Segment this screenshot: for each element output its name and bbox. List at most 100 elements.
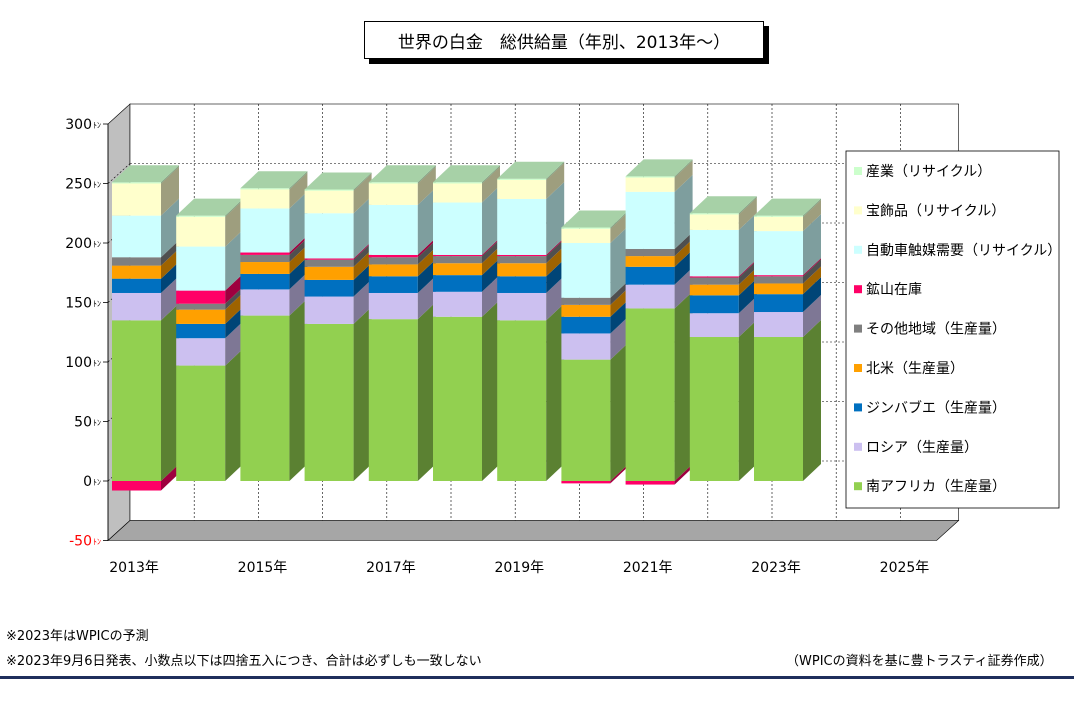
bar-segment-side xyxy=(289,298,308,481)
gridline xyxy=(107,163,131,184)
bar-segment-side xyxy=(803,259,821,284)
y-tick-label: 100 xyxy=(65,355,92,371)
bar-top xyxy=(176,198,244,216)
bar-segment-side xyxy=(674,291,693,481)
bar-segment-front xyxy=(368,276,418,293)
bar-top xyxy=(754,198,821,216)
bar-segment-side xyxy=(738,296,757,338)
bar-segment-front xyxy=(433,316,482,481)
bar-segment-side xyxy=(674,267,693,309)
bar-top xyxy=(625,159,693,177)
bar-segment-side xyxy=(353,279,372,324)
bar-segment-front xyxy=(304,258,354,260)
floor xyxy=(107,520,960,541)
bar-segment-front xyxy=(433,182,482,184)
bar-segment-side xyxy=(482,165,500,184)
bar-segment-front xyxy=(112,265,161,279)
bar-segment-side xyxy=(803,320,821,481)
bar-segment-side xyxy=(225,273,244,304)
bar-segment-side xyxy=(417,165,436,184)
bar-segment-side xyxy=(803,258,821,277)
bar-segment-front xyxy=(176,246,226,291)
bar-segment-side xyxy=(289,237,308,263)
legend-swatch xyxy=(854,442,862,451)
bar-segment-side xyxy=(674,249,693,285)
bar-segment-side xyxy=(482,258,500,292)
y-unit-label: ﾄﾝ xyxy=(93,240,101,249)
bar-segment-side xyxy=(674,174,693,249)
x-tick-label: 2025年 xyxy=(880,560,930,576)
bar-segment-front xyxy=(433,256,482,264)
bar-segment-side xyxy=(289,245,308,274)
bar-segment-side xyxy=(353,241,372,260)
rounding-note: ※2023年9月6日発表、小数点以下は四捨五入につき、合計は必ずしも一致しない xyxy=(6,654,482,669)
bar-segment-front xyxy=(689,313,739,338)
bar-segment-side xyxy=(161,248,179,279)
bar-segment-front xyxy=(240,189,290,209)
legend-swatch xyxy=(854,206,862,215)
bar-segment-side xyxy=(738,278,757,314)
x-tick-label: 2013年 xyxy=(109,560,159,576)
bar-segment-front xyxy=(112,257,161,266)
bar-segment-side xyxy=(161,275,179,321)
bar-segment-front xyxy=(240,208,290,253)
bar-segment-front xyxy=(754,216,803,232)
bar-segment-front xyxy=(754,276,803,284)
legend-label: ジンバブエ（生産量） xyxy=(866,399,1006,416)
legend-swatch xyxy=(854,245,862,254)
bar-segment-side xyxy=(610,226,629,298)
bar-segment-side xyxy=(803,199,821,232)
bar-segment-side xyxy=(417,247,436,277)
bar-segment-side xyxy=(546,181,565,255)
bar-segment-side xyxy=(674,464,693,485)
bar-segment-side xyxy=(161,240,179,266)
bar-top xyxy=(433,165,500,183)
bar-segment-side xyxy=(482,237,500,257)
bar-segment-front xyxy=(689,229,739,277)
legend-label: ロシア（生産量） xyxy=(866,440,978,456)
bar-segment-front xyxy=(112,481,161,491)
bar-top xyxy=(304,172,372,190)
x-tick-label: 2023年 xyxy=(751,560,801,576)
bar-segment-front xyxy=(497,276,547,293)
bar-segment-side xyxy=(482,299,500,481)
bar-segment-front xyxy=(240,188,290,190)
y-unit-label: ﾄﾝ xyxy=(93,300,101,309)
bar-top xyxy=(561,210,629,228)
bar-segment-front xyxy=(625,266,675,285)
bar-segment-front xyxy=(433,254,482,257)
bar-segment-side xyxy=(546,246,565,277)
bar-segment-side xyxy=(289,272,308,316)
bar-segment-side xyxy=(417,259,436,293)
bar-segment-front xyxy=(561,359,611,481)
bar-segment-front xyxy=(497,198,547,255)
bar-segment-side xyxy=(738,267,757,296)
bar-top xyxy=(689,196,757,214)
bar-segment-front xyxy=(754,312,803,338)
bar-segment-side xyxy=(674,231,693,257)
bar-segment-front xyxy=(497,256,547,264)
bar-top xyxy=(368,165,436,183)
bar-segment-side xyxy=(225,348,244,481)
bar-segment-front xyxy=(689,213,739,215)
bar-segment-front xyxy=(240,273,290,290)
y-tick-label: 0 xyxy=(83,474,92,490)
bar-segment-side xyxy=(161,198,179,258)
bar-segment-front xyxy=(176,309,226,324)
bar-segment-front xyxy=(433,202,482,255)
bar-segment-side xyxy=(610,210,629,229)
bar-segment-side xyxy=(546,259,565,293)
bar-segment-front xyxy=(689,276,739,278)
bar-segment-side xyxy=(161,464,179,491)
bar-segment-side xyxy=(610,464,629,484)
bar-segment-front xyxy=(689,337,739,481)
bar-segment-front xyxy=(561,227,611,229)
bar-segment-side xyxy=(417,240,436,265)
bar-segment-side xyxy=(417,237,436,258)
bar-segment-side xyxy=(225,306,244,339)
bar-segment-front xyxy=(240,315,290,481)
legend-label: 南アフリカ（生産量） xyxy=(866,479,1006,495)
forecast-note: ※2023年はWPICの予測 xyxy=(6,629,149,644)
bar-segment-front xyxy=(112,182,161,184)
bar-segment-side xyxy=(289,171,308,190)
